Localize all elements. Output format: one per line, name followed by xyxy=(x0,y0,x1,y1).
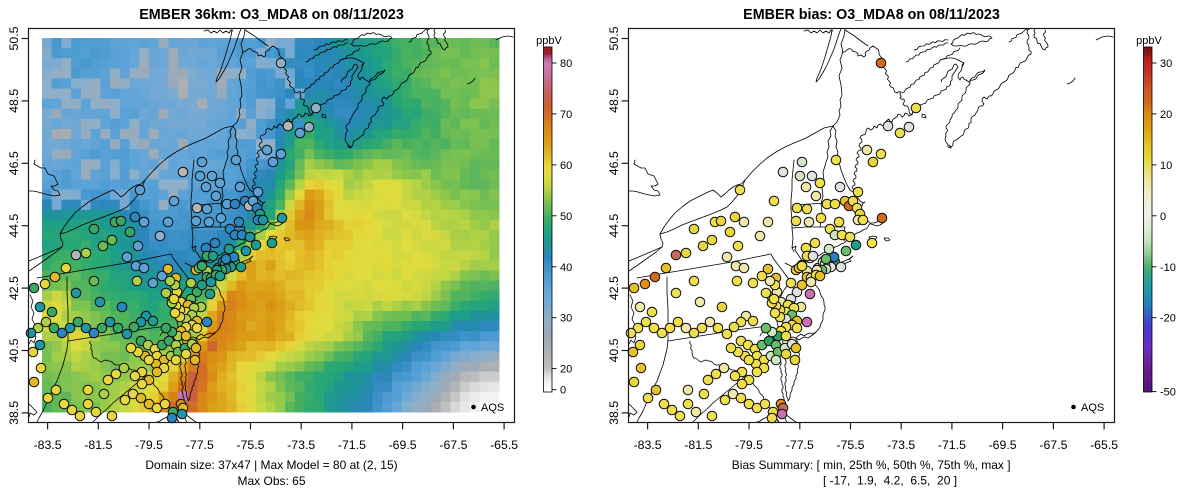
svg-text:10: 10 xyxy=(1160,160,1172,172)
svg-text:-81.5: -81.5 xyxy=(84,438,112,452)
svg-text:-71.5: -71.5 xyxy=(338,438,366,452)
svg-text:50.5: 50.5 xyxy=(7,26,21,50)
svg-text:-83.5: -83.5 xyxy=(34,438,62,452)
svg-text:EMBER bias: O3_MDA8 on 08/11/2: EMBER bias: O3_MDA8 on 08/11/2023 xyxy=(743,7,1000,23)
svg-text:-20: -20 xyxy=(1160,313,1176,325)
svg-text:-50: -50 xyxy=(1160,387,1176,399)
svg-text:Domain size: 37x47 | Max Model: Domain size: 37x47 | Max Model = 80 at (… xyxy=(145,458,397,472)
svg-text:-77.5: -77.5 xyxy=(786,438,814,452)
svg-text:Max Obs: 65: Max Obs: 65 xyxy=(237,474,305,488)
svg-text:0: 0 xyxy=(1160,211,1166,223)
svg-text:60: 60 xyxy=(560,160,572,172)
svg-text:-10: -10 xyxy=(1160,262,1176,274)
svg-text:40: 40 xyxy=(560,262,572,274)
svg-text:40.5: 40.5 xyxy=(7,338,21,362)
svg-text:-67.5: -67.5 xyxy=(1039,438,1067,452)
svg-text:EMBER 36km: O3_MDA8 on 08/11/2: EMBER 36km: O3_MDA8 on 08/11/2023 xyxy=(139,7,404,23)
svg-text:-79.5: -79.5 xyxy=(135,438,163,452)
svg-text:-81.5: -81.5 xyxy=(684,438,712,452)
svg-text:-75.5: -75.5 xyxy=(236,438,264,452)
svg-text:-65.5: -65.5 xyxy=(490,438,518,452)
svg-text:42.5: 42.5 xyxy=(607,276,621,300)
svg-text:-73.5: -73.5 xyxy=(887,438,915,452)
svg-text:-71.5: -71.5 xyxy=(938,438,966,452)
svg-text:-73.5: -73.5 xyxy=(287,438,315,452)
svg-text:ppbV: ppbV xyxy=(536,35,562,47)
svg-text:50: 50 xyxy=(560,211,572,223)
svg-text:-77.5: -77.5 xyxy=(186,438,214,452)
svg-text:46.5: 46.5 xyxy=(7,151,21,175)
svg-text:44.5: 44.5 xyxy=(607,214,621,238)
svg-text:40.5: 40.5 xyxy=(607,338,621,362)
svg-text:46.5: 46.5 xyxy=(607,151,621,175)
svg-text:48.5: 48.5 xyxy=(607,89,621,113)
svg-text:-67.5: -67.5 xyxy=(439,438,467,452)
svg-text:-65.5: -65.5 xyxy=(1090,438,1118,452)
svg-text:80: 80 xyxy=(560,58,572,70)
svg-text:-69.5: -69.5 xyxy=(989,438,1017,452)
svg-text:ppbV: ppbV xyxy=(1136,35,1162,47)
svg-text:48.5: 48.5 xyxy=(7,89,21,113)
svg-text:30: 30 xyxy=(560,313,572,325)
svg-text:38.5: 38.5 xyxy=(607,401,621,425)
svg-text:-75.5: -75.5 xyxy=(836,438,864,452)
svg-text:-69.5: -69.5 xyxy=(389,438,417,452)
svg-text:AQS: AQS xyxy=(481,402,504,414)
svg-text:42.5: 42.5 xyxy=(7,276,21,300)
svg-text:-79.5: -79.5 xyxy=(735,438,763,452)
svg-text:30: 30 xyxy=(1160,58,1172,70)
svg-text:Bias Summary: [ min, 25th %, 5: Bias Summary: [ min, 25th %, 50th %, 75t… xyxy=(732,458,1011,472)
svg-text:[ -17, 1.9, 4.2, 6.5, 20 ]: [ -17, 1.9, 4.2, 6.5, 20 ] xyxy=(823,474,957,488)
svg-text:38.5: 38.5 xyxy=(7,401,21,425)
svg-text:AQS: AQS xyxy=(1081,402,1104,414)
svg-text:70: 70 xyxy=(560,109,572,121)
svg-text:0: 0 xyxy=(560,385,566,397)
svg-text:20: 20 xyxy=(1160,109,1172,121)
svg-text:50.5: 50.5 xyxy=(607,26,621,50)
svg-text:20: 20 xyxy=(560,364,572,376)
svg-text:44.5: 44.5 xyxy=(7,214,21,238)
svg-text:-83.5: -83.5 xyxy=(634,438,662,452)
